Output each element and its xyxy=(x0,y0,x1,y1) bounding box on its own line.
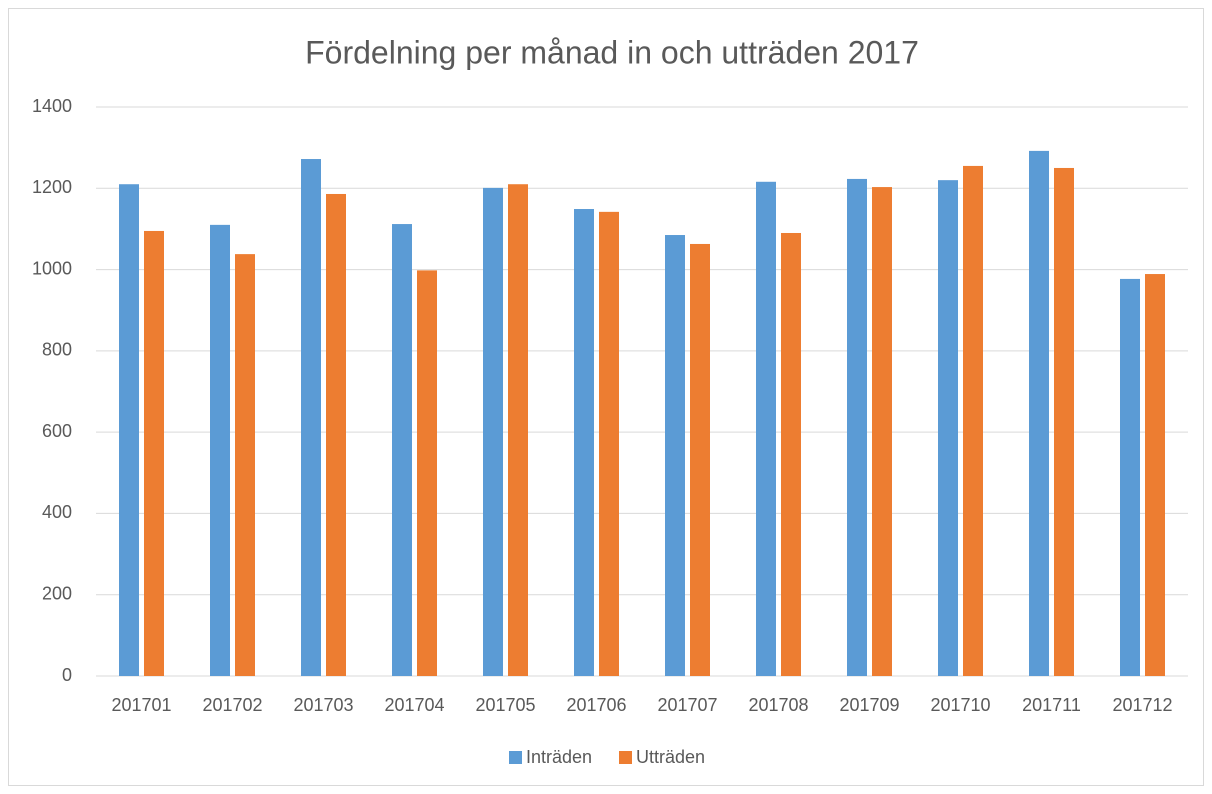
x-tick-label: 201705 xyxy=(475,695,535,715)
bar xyxy=(665,235,685,676)
bar xyxy=(1120,278,1140,676)
bar xyxy=(301,159,321,677)
y-tick-label: 1000 xyxy=(32,258,72,278)
legend-label: Inträden xyxy=(526,747,592,767)
y-tick-label: 1200 xyxy=(32,177,72,197)
x-tick-label: 201710 xyxy=(930,695,990,715)
x-tick-label: 201707 xyxy=(657,695,717,715)
bar xyxy=(210,224,230,676)
bar xyxy=(1054,167,1074,676)
bar xyxy=(119,184,139,676)
y-tick-label: 800 xyxy=(42,340,72,360)
x-tick-label: 201708 xyxy=(748,695,808,715)
x-tick-label: 201712 xyxy=(1112,695,1172,715)
chart-title: Fördelning per månad in och utträden 201… xyxy=(305,34,919,70)
bar xyxy=(847,178,867,676)
bar xyxy=(781,232,801,676)
bar xyxy=(574,209,594,677)
bar xyxy=(144,230,164,677)
bar xyxy=(326,193,346,676)
y-tick-label: 400 xyxy=(42,502,72,522)
y-tick-label: 600 xyxy=(42,421,72,441)
bar xyxy=(1029,150,1049,676)
bar xyxy=(938,180,958,676)
x-tick-label: 201711 xyxy=(1022,695,1081,715)
x-tick-label: 201701 xyxy=(111,695,171,715)
bar xyxy=(963,165,983,677)
bar xyxy=(508,184,528,676)
bar xyxy=(872,187,892,677)
x-tick-label: 201703 xyxy=(293,695,353,715)
bar xyxy=(483,187,503,677)
bar xyxy=(235,254,255,676)
y-tick-label: 1400 xyxy=(32,96,72,116)
legend-label: Utträden xyxy=(636,747,705,767)
bar xyxy=(756,181,776,677)
legend-swatch xyxy=(619,751,632,764)
y-tick-label: 200 xyxy=(42,583,72,603)
bar xyxy=(392,224,412,676)
y-tick-label: 0 xyxy=(62,665,72,685)
bar xyxy=(1145,274,1165,676)
bar xyxy=(417,270,437,676)
x-tick-label: 201702 xyxy=(202,695,262,715)
bar xyxy=(690,243,710,676)
bar xyxy=(599,211,619,676)
x-tick-label: 201709 xyxy=(839,695,899,715)
x-tick-label: 201706 xyxy=(566,695,626,715)
x-tick-label: 201704 xyxy=(384,695,444,715)
legend-swatch xyxy=(509,751,522,764)
